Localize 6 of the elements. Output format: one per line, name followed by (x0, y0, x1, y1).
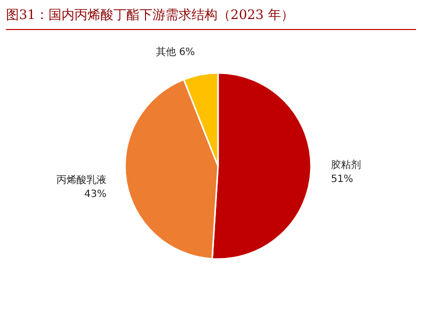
slice-label: 其他 6% (156, 46, 195, 58)
data-label: 43% (84, 189, 107, 200)
slice-label: 丙烯酸乳液 (56, 174, 107, 186)
data-label: 51% (330, 174, 354, 185)
slice-label: 胶粘剂 (330, 158, 361, 171)
chart-title: 图31：国内丙烯酸丁酯下游需求结构（2023 年） (6, 6, 416, 30)
